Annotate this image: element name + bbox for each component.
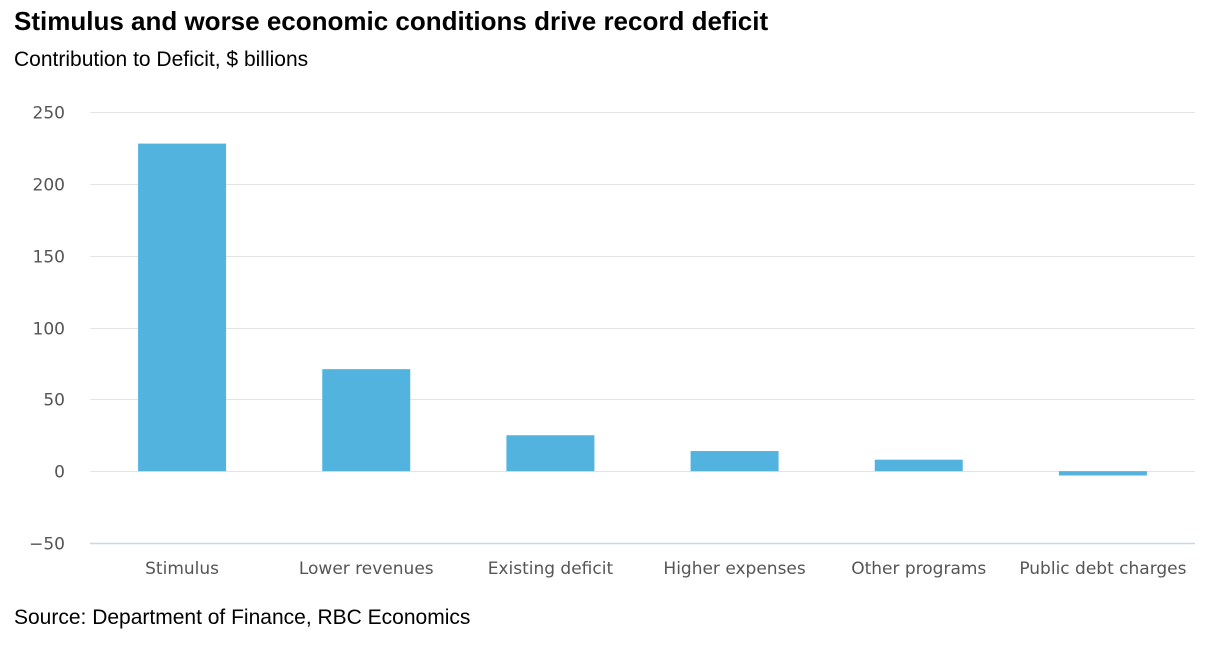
y-tick-label: −50 xyxy=(29,535,65,555)
x-tick-label: Public debt charges xyxy=(1019,559,1186,579)
source-note: Source: Department of Finance, RBC Econo… xyxy=(14,606,471,629)
chart-title: Stimulus and worse economic conditions d… xyxy=(14,6,769,36)
bars xyxy=(138,143,1147,476)
bar xyxy=(690,451,779,472)
y-tick-label: 200 xyxy=(33,176,65,196)
x-tick-label: Lower revenues xyxy=(299,559,434,579)
bar xyxy=(322,369,411,472)
x-axis-tick-labels: Stimulus Lower revenues Existing deficit Hi… xyxy=(145,559,1186,579)
x-tick-label: Higher expenses xyxy=(663,559,805,579)
x-tick-label: Stimulus xyxy=(145,559,219,579)
bar xyxy=(506,435,595,472)
chart-subtitle: Contribution to Deficit, $ billions xyxy=(14,48,309,71)
y-tick-label: 100 xyxy=(33,320,65,340)
x-tick-label: Other programs xyxy=(851,559,986,579)
grid-lines xyxy=(90,112,1195,545)
y-tick-label: 150 xyxy=(33,248,65,268)
x-tick-label: Existing deficit xyxy=(488,559,614,579)
bar-chart: 250 200 150 100 50 0 −50 Stimulus Lower revenue… xyxy=(29,104,1195,579)
bar xyxy=(138,143,227,472)
y-axis-tick-labels: 250 200 150 100 50 0 −50 xyxy=(29,104,65,555)
bar xyxy=(1058,471,1147,476)
y-tick-label: 50 xyxy=(43,391,65,411)
y-tick-label: 0 xyxy=(54,463,65,483)
y-tick-label: 250 xyxy=(33,104,65,124)
bar xyxy=(874,459,963,472)
